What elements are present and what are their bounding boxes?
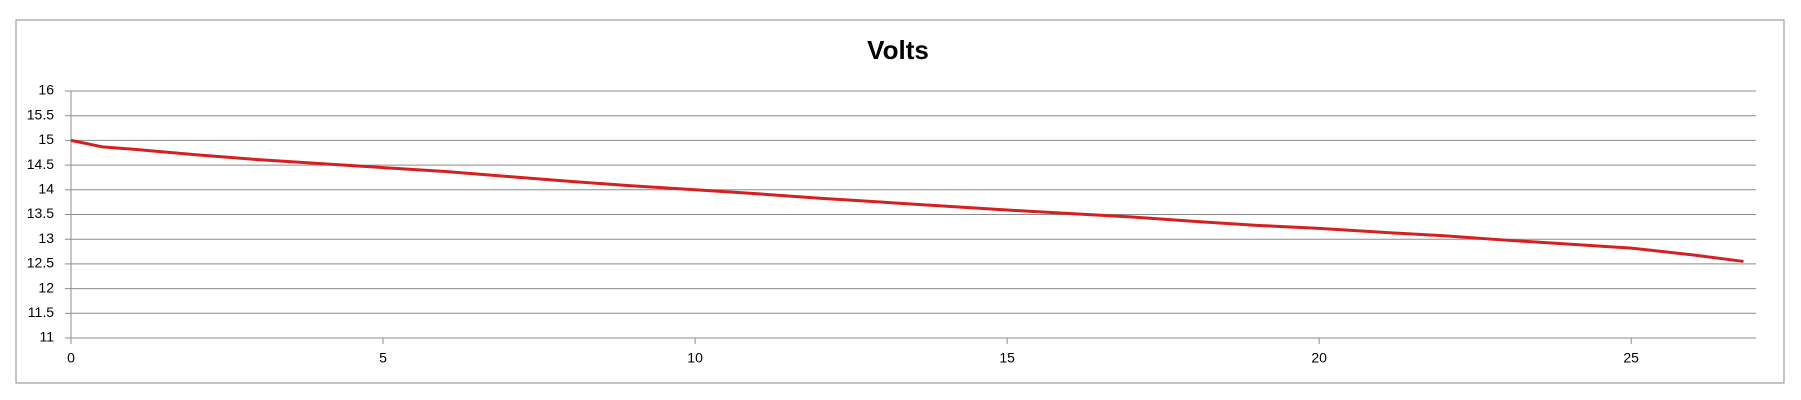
chart-border <box>15 19 1785 384</box>
x-tick-label: 5 <box>379 350 387 366</box>
x-tick-label: 15 <box>999 350 1015 366</box>
y-tick-label: 13 <box>38 230 54 246</box>
x-tick-label: 25 <box>1623 350 1639 366</box>
y-tick-label: 15 <box>38 131 54 147</box>
y-tick-label: 12.5 <box>27 255 54 271</box>
chart-title: Volts <box>867 35 929 65</box>
y-tick-label: 14 <box>38 181 54 197</box>
y-tick-label: 13.5 <box>27 205 54 221</box>
y-tick-label: 14.5 <box>27 156 54 172</box>
data-line <box>70 138 1744 263</box>
y-tick-label: 16 <box>38 82 54 98</box>
x-tick-label: 20 <box>1311 350 1327 366</box>
y-tick-label: 11 <box>39 329 54 345</box>
y-tick-label: 15.5 <box>27 106 54 122</box>
x-tick-label: 10 <box>687 350 703 366</box>
x-tick-label: 0 <box>67 350 75 366</box>
y-tick-label: 11.5 <box>28 304 54 320</box>
y-tick-label: 12 <box>38 279 54 295</box>
